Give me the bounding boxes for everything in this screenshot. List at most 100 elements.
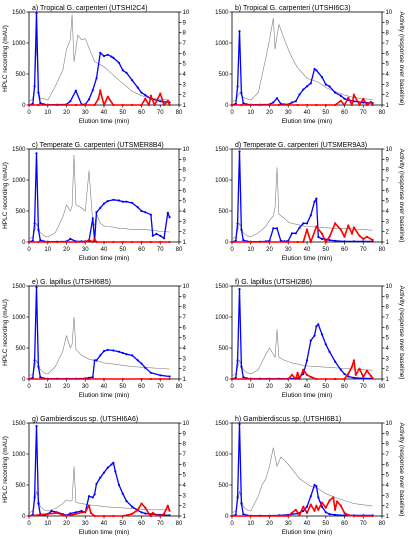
data-point <box>149 94 152 97</box>
y-right-tick-label: 3 <box>183 219 187 225</box>
y-left-tick-label: 1500 <box>12 421 26 427</box>
y-right-tick-label: 2 <box>386 367 390 373</box>
data-point <box>95 77 98 80</box>
data-point <box>242 513 245 516</box>
data-point <box>159 100 162 103</box>
data-point <box>110 55 113 58</box>
y-left-tick-label: 0 <box>22 514 26 520</box>
y-left-tick-label: 1500 <box>12 284 26 290</box>
y-right-tick-label: 1 <box>183 103 187 109</box>
right-axis-label: Activity (response over baseline) <box>398 12 405 106</box>
data-point <box>328 513 331 516</box>
data-point <box>93 514 96 518</box>
data-point <box>159 377 162 381</box>
y-right-tick-label: 5 <box>386 62 390 68</box>
y-right-tick-label: 1 <box>386 240 390 246</box>
y-right-tick-label: 9 <box>386 431 390 437</box>
data-point <box>238 288 241 291</box>
data-point <box>249 240 252 244</box>
data-point <box>358 103 361 107</box>
y-right-tick-label: 2 <box>183 230 187 236</box>
y-right-tick-label: 8 <box>183 305 187 311</box>
right-axis-label: Activity (response over baseline) <box>398 286 405 380</box>
data-point <box>328 235 331 238</box>
data-point <box>102 377 106 381</box>
data-point <box>153 103 156 107</box>
y-left-tick-label: 0 <box>22 103 26 109</box>
data-point <box>315 197 318 200</box>
data-point <box>315 325 318 328</box>
data-point <box>313 334 316 337</box>
data-point <box>369 100 372 103</box>
data-point <box>236 222 239 225</box>
data-point <box>350 103 354 107</box>
data-point <box>140 91 143 94</box>
data-point <box>33 496 36 499</box>
y-left-tick-label: 1000 <box>12 452 26 458</box>
y-right-tick-label: 4 <box>183 72 187 78</box>
x-tick-label: 80 <box>379 521 386 527</box>
y-right-tick-label: 5 <box>386 336 390 342</box>
x-tick-label: 70 <box>157 247 164 253</box>
data-point <box>121 377 124 381</box>
data-point <box>317 323 320 326</box>
data-point <box>99 89 102 92</box>
y-right-tick-label: 4 <box>386 346 390 352</box>
data-point <box>159 374 162 377</box>
y-right-tick-label: 5 <box>183 473 187 479</box>
plot-frame <box>231 285 383 380</box>
x-tick-label: 20 <box>266 521 273 527</box>
y-left-tick-label: 1000 <box>215 452 229 458</box>
y-left-tick-label: 500 <box>15 346 26 352</box>
data-point <box>149 514 152 518</box>
data-point <box>93 359 96 362</box>
data-point <box>358 234 361 237</box>
data-point <box>354 373 357 376</box>
panel-title: b) Tropical G. carpenteri (UTSHI6C3) <box>235 5 351 12</box>
data-point <box>334 513 337 516</box>
data-point <box>339 504 342 507</box>
data-point <box>339 94 342 97</box>
data-point <box>159 514 162 518</box>
y-right-tick-label: 9 <box>183 294 187 300</box>
data-point <box>74 512 77 516</box>
data-point <box>343 97 346 100</box>
data-point <box>95 482 98 485</box>
data-point <box>290 101 294 104</box>
x-tick-label: 10 <box>44 247 51 253</box>
data-point <box>159 240 162 244</box>
data-point <box>144 512 147 515</box>
y-right-tick-label: 3 <box>386 493 390 499</box>
y-right-tick-label: 10 <box>183 421 190 427</box>
data-point <box>37 240 40 244</box>
data-point <box>35 12 38 15</box>
x-tick-label: 70 <box>360 247 367 253</box>
data-point <box>89 511 92 514</box>
data-point <box>56 511 59 514</box>
series-line-activity-red <box>232 93 374 106</box>
data-point <box>290 232 294 235</box>
data-point <box>371 514 374 518</box>
x-tick-label: 40 <box>304 521 311 527</box>
x-tick-label: 80 <box>379 110 386 116</box>
y-right-tick-label: 2 <box>183 504 187 510</box>
data-point <box>343 240 346 243</box>
data-point <box>350 232 354 235</box>
data-point <box>313 67 316 71</box>
data-point <box>144 97 147 100</box>
x-tick-label: 20 <box>266 384 273 390</box>
data-point <box>147 103 151 107</box>
y-right-tick-label: 8 <box>183 442 187 448</box>
y-right-tick-label: 6 <box>386 462 390 468</box>
x-tick-label: 10 <box>247 384 254 390</box>
data-point <box>362 240 365 243</box>
x-tick-label: 60 <box>341 110 348 116</box>
plot-frame <box>28 11 180 106</box>
data-point <box>365 369 369 372</box>
data-point <box>110 463 113 466</box>
x-tick-label: 60 <box>341 521 348 527</box>
data-point <box>131 240 134 244</box>
y-right-tick-label: 5 <box>183 62 187 68</box>
plot-frame <box>231 422 383 517</box>
data-point <box>112 103 115 107</box>
